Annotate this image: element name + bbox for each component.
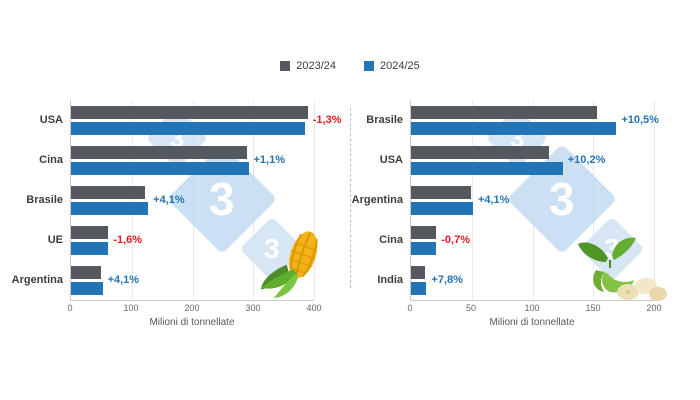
bar-2024/25 (71, 161, 249, 175)
bar-2023/24 (411, 145, 549, 159)
change-label: +4,1% (153, 194, 185, 206)
bar-2023/24 (71, 185, 146, 199)
bar-2024/25 (71, 241, 108, 255)
bar-2024/25 (411, 201, 473, 215)
category-label: Argentina (351, 194, 403, 206)
x-tick-label: 300 (245, 303, 261, 313)
x-tick-label: 0 (407, 303, 413, 313)
soybean-production-chart: Brasile USA Argentina Cina India 3 3 3 +10,5… (350, 100, 690, 328)
category-label: Cina (379, 234, 403, 246)
x-tick-label: 400 (306, 303, 322, 313)
chart-divider (350, 108, 351, 288)
x-tick-label: 150 (585, 303, 601, 313)
bar-2024/25 (71, 201, 149, 215)
bar-2024/25 (71, 281, 103, 295)
x-tick-label: 100 (123, 303, 139, 313)
category-label: USA (379, 154, 403, 166)
x-axis-title-corn: Milioni di tonnellate (149, 317, 235, 328)
bar-2024/25 (411, 241, 437, 255)
bar-group: -1,3% (71, 100, 341, 140)
bar-2023/24 (411, 185, 471, 199)
bar-2024/25 (411, 281, 427, 295)
legend-item-2023-24: 2023/24 (280, 60, 336, 72)
category-label: USA (39, 114, 63, 126)
bar-2023/24 (411, 265, 426, 279)
x-tick-label: 0 (67, 303, 73, 313)
legend-item-2024-25: 2024/25 (364, 60, 420, 72)
charts-container: USA Cina Brasile UE Argentina 3 3 3 -1,3% +1,… (10, 100, 690, 328)
soybean-icon (578, 237, 667, 301)
change-label: +1,1% (253, 154, 286, 166)
bar-2023/24 (71, 105, 308, 119)
bar-group: +4,1% (411, 180, 654, 220)
category-label: Argentina (11, 274, 63, 286)
bar-2023/24 (71, 145, 247, 159)
corn-production-chart: USA Cina Brasile UE Argentina 3 3 3 -1,3% +1,… (10, 100, 350, 328)
bar-2024/25 (411, 121, 617, 135)
bar-2023/24 (71, 225, 109, 239)
x-tick-label: 200 (646, 303, 662, 313)
legend-swatch-2023-24 (280, 61, 291, 71)
legend-label-2024-25: 2024/25 (380, 60, 420, 72)
bar-group: -0,7% (411, 220, 654, 260)
x-axis-title-soybean: Milioni di tonnellate (489, 317, 575, 328)
bar-2024/25 (411, 161, 563, 175)
x-tick-label: 200 (184, 303, 200, 313)
change-label: +4,1% (107, 274, 140, 286)
plot-area-soybean: 3 3 3 +10,5% +10,2% +4,1% -0,7% +7,8% (410, 100, 667, 301)
change-label: -1,3% (312, 114, 342, 126)
x-tick-label: 50 (465, 303, 477, 313)
category-axis-soybean: Brasile USA Argentina Cina India (350, 100, 410, 301)
category-label: India (377, 274, 403, 286)
bar-2023/24 (71, 265, 102, 279)
category-axis-corn: USA Cina Brasile UE Argentina (10, 100, 70, 301)
x-tick-label: 100 (524, 303, 540, 313)
legend-swatch-2024-25 (364, 61, 374, 71)
corn-icon (261, 231, 318, 299)
bar-2024/25 (71, 121, 305, 135)
change-label: -0,7% (441, 234, 471, 246)
bar-group: +1,1% (71, 140, 314, 180)
bar-group: +10,2% (411, 140, 654, 180)
bar-group: +10,5% (411, 100, 659, 140)
category-label: UE (47, 234, 63, 246)
change-label: +4,1% (477, 194, 510, 206)
chart-legend: 2023/24 2024/25 (0, 60, 700, 72)
bar-group: +7,8% (411, 260, 654, 300)
bar-2023/24 (411, 105, 597, 119)
plot-area-corn: 3 3 3 -1,3% +1,1% +4,1% -1,6% +4,1% (70, 100, 341, 301)
change-label: +10,2% (567, 154, 606, 166)
category-label: Brasile (26, 194, 63, 206)
bar-group: +4,1% (71, 180, 314, 220)
legend-label-2023-24: 2023/24 (296, 60, 336, 72)
change-label: +10,5% (621, 114, 659, 126)
category-label: Cina (39, 154, 63, 166)
bar-2023/24 (411, 225, 437, 239)
bar-group: -1,6% (71, 220, 314, 260)
change-label: -1,6% (113, 234, 143, 246)
change-label: +7,8% (431, 274, 463, 286)
bar-group: +4,1% (71, 260, 314, 300)
category-label: Brasile (366, 114, 403, 126)
